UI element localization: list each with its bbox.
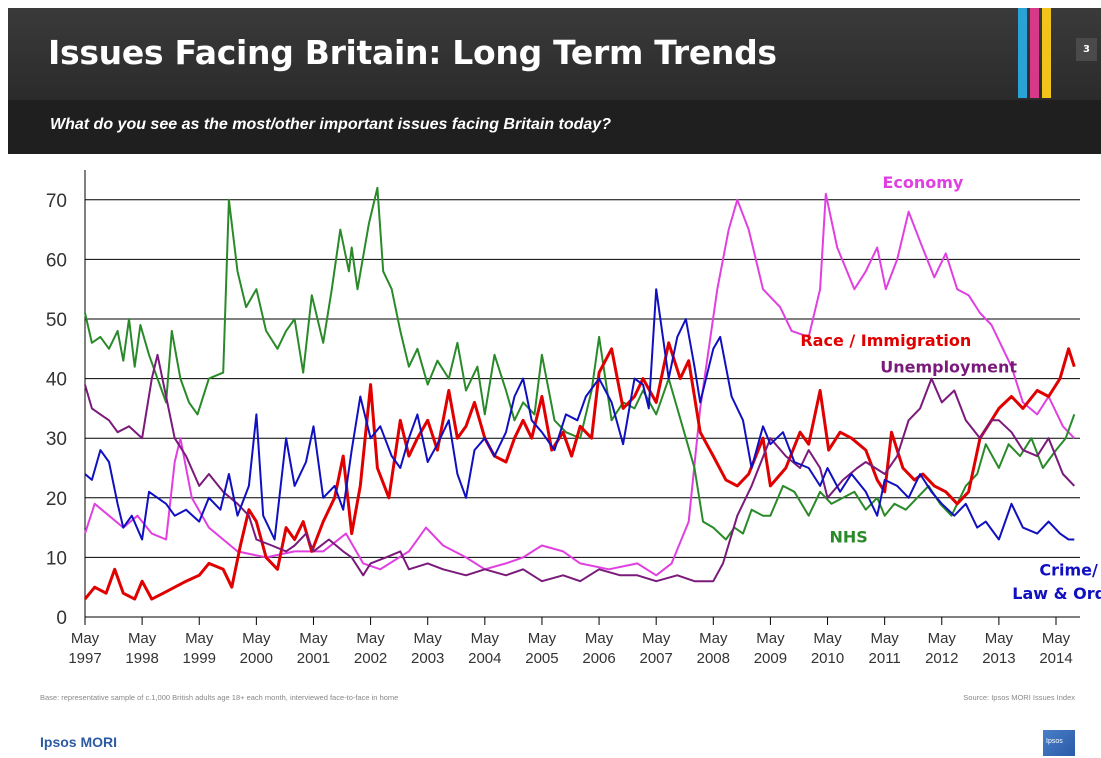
y-tick-label-0: 0 bbox=[56, 608, 67, 629]
x-tick-label: 2013 bbox=[982, 650, 1015, 667]
page-number: 3 bbox=[1076, 38, 1097, 61]
header-bar: Issues Facing Britain: Long Term Trends … bbox=[8, 8, 1101, 100]
label-layer: Economy Race / Immigration Unemployment NHS… bbox=[800, 173, 1101, 603]
series-label-economy: Economy bbox=[882, 173, 963, 192]
ipsos-logo-text: Ipsos bbox=[1046, 738, 1063, 745]
x-tick-label: 2001 bbox=[297, 650, 330, 667]
x-tick-label: May bbox=[1042, 630, 1071, 647]
x-tick-label: 1998 bbox=[125, 650, 158, 667]
series-line-crime-law-order bbox=[84, 288, 1075, 541]
series-line-race-immigration bbox=[83, 341, 1076, 601]
stripe-blue bbox=[1018, 8, 1027, 98]
x-tick-label: May bbox=[928, 630, 957, 647]
x-tick-label: May bbox=[356, 630, 385, 647]
x-tick-label: 2009 bbox=[754, 650, 787, 667]
x-tick-label: 2006 bbox=[582, 650, 615, 667]
page-title: Issues Facing Britain: Long Term Trends bbox=[48, 33, 777, 72]
line-chart: 0 10 20 30 40 50 60 70 May 1997 May 1998 May 1999 May 2… bbox=[46, 170, 1101, 667]
y-tick-label-50: 50 bbox=[46, 310, 67, 331]
y-tick-label-30: 30 bbox=[46, 429, 67, 450]
x-tick-label: 1999 bbox=[183, 650, 216, 667]
ipsos-logo-icon: Ipsos bbox=[1043, 730, 1075, 756]
source-note: Source: Ipsos MORI Issues Index bbox=[963, 693, 1075, 702]
subtitle-bar: What do you see as the most/other import… bbox=[8, 100, 1101, 154]
x-tick-label: May bbox=[242, 630, 271, 647]
x-tick-label: May bbox=[985, 630, 1014, 647]
y-tick-label-40: 40 bbox=[46, 370, 67, 391]
stripe-pink bbox=[1030, 8, 1039, 98]
series-label-crime-law-order: Crime/ bbox=[1039, 560, 1098, 579]
y-tick-label-20: 20 bbox=[46, 489, 67, 510]
x-tick-label: May bbox=[528, 630, 557, 647]
y-tick-label-70: 70 bbox=[46, 191, 67, 212]
x-tick-label: 2003 bbox=[411, 650, 444, 667]
x-tick-label: May bbox=[756, 630, 785, 647]
grid-layer bbox=[85, 199, 1080, 558]
x-tick-label: 2010 bbox=[811, 650, 844, 667]
x-tick-label: May bbox=[642, 630, 671, 647]
x-tick-label: May bbox=[299, 630, 328, 647]
x-tick-label: 2007 bbox=[639, 650, 672, 667]
y-tick-label-60: 60 bbox=[46, 250, 67, 271]
series-layer bbox=[83, 186, 1076, 601]
series-line-unemployment bbox=[84, 353, 1076, 583]
stripe-yellow bbox=[1042, 8, 1051, 98]
x-tick-label: May bbox=[71, 630, 100, 647]
x-tick-label: May bbox=[870, 630, 899, 647]
x-tick-label: 2008 bbox=[697, 650, 730, 667]
x-tick-label: 2002 bbox=[354, 650, 387, 667]
chart-question: What do you see as the most/other import… bbox=[50, 116, 611, 133]
x-tick-label: May bbox=[813, 630, 842, 647]
x-tick-label: May bbox=[414, 630, 443, 647]
x-tick-label: 2000 bbox=[240, 650, 273, 667]
y-tick-label-10: 10 bbox=[46, 548, 67, 569]
series-line-nhs bbox=[84, 186, 1076, 541]
series-label-race-immigration: Race / Immigration bbox=[800, 331, 971, 350]
series-line-economy bbox=[84, 192, 1076, 577]
x-tick-label: May bbox=[471, 630, 500, 647]
x-tick-label: May bbox=[585, 630, 614, 647]
x-tick-label: May bbox=[128, 630, 157, 647]
x-tick-label: 2004 bbox=[468, 650, 501, 667]
x-tick-label: 2014 bbox=[1039, 650, 1072, 667]
series-label-unemployment: Unemployment bbox=[880, 358, 1017, 377]
x-tick-label: May bbox=[699, 630, 728, 647]
base-footnote: Base: representative sample of c.1,000 B… bbox=[40, 693, 399, 702]
x-tick-label: 2011 bbox=[869, 650, 901, 667]
ipsos-mori-logo: Ipsos MORI bbox=[40, 734, 118, 750]
x-tick-label: 2012 bbox=[925, 650, 958, 667]
x-tick-label: 1997 bbox=[68, 650, 101, 667]
axis-layer: 0 10 20 30 40 50 60 70 May 1997 May 1998 May 1999 May 2… bbox=[46, 170, 1080, 667]
series-label-crime-law-order: Law & Order bbox=[1012, 584, 1101, 603]
series-label-nhs: NHS bbox=[830, 528, 868, 547]
x-tick-label: 2005 bbox=[525, 650, 558, 667]
x-tick-label: May bbox=[185, 630, 214, 647]
